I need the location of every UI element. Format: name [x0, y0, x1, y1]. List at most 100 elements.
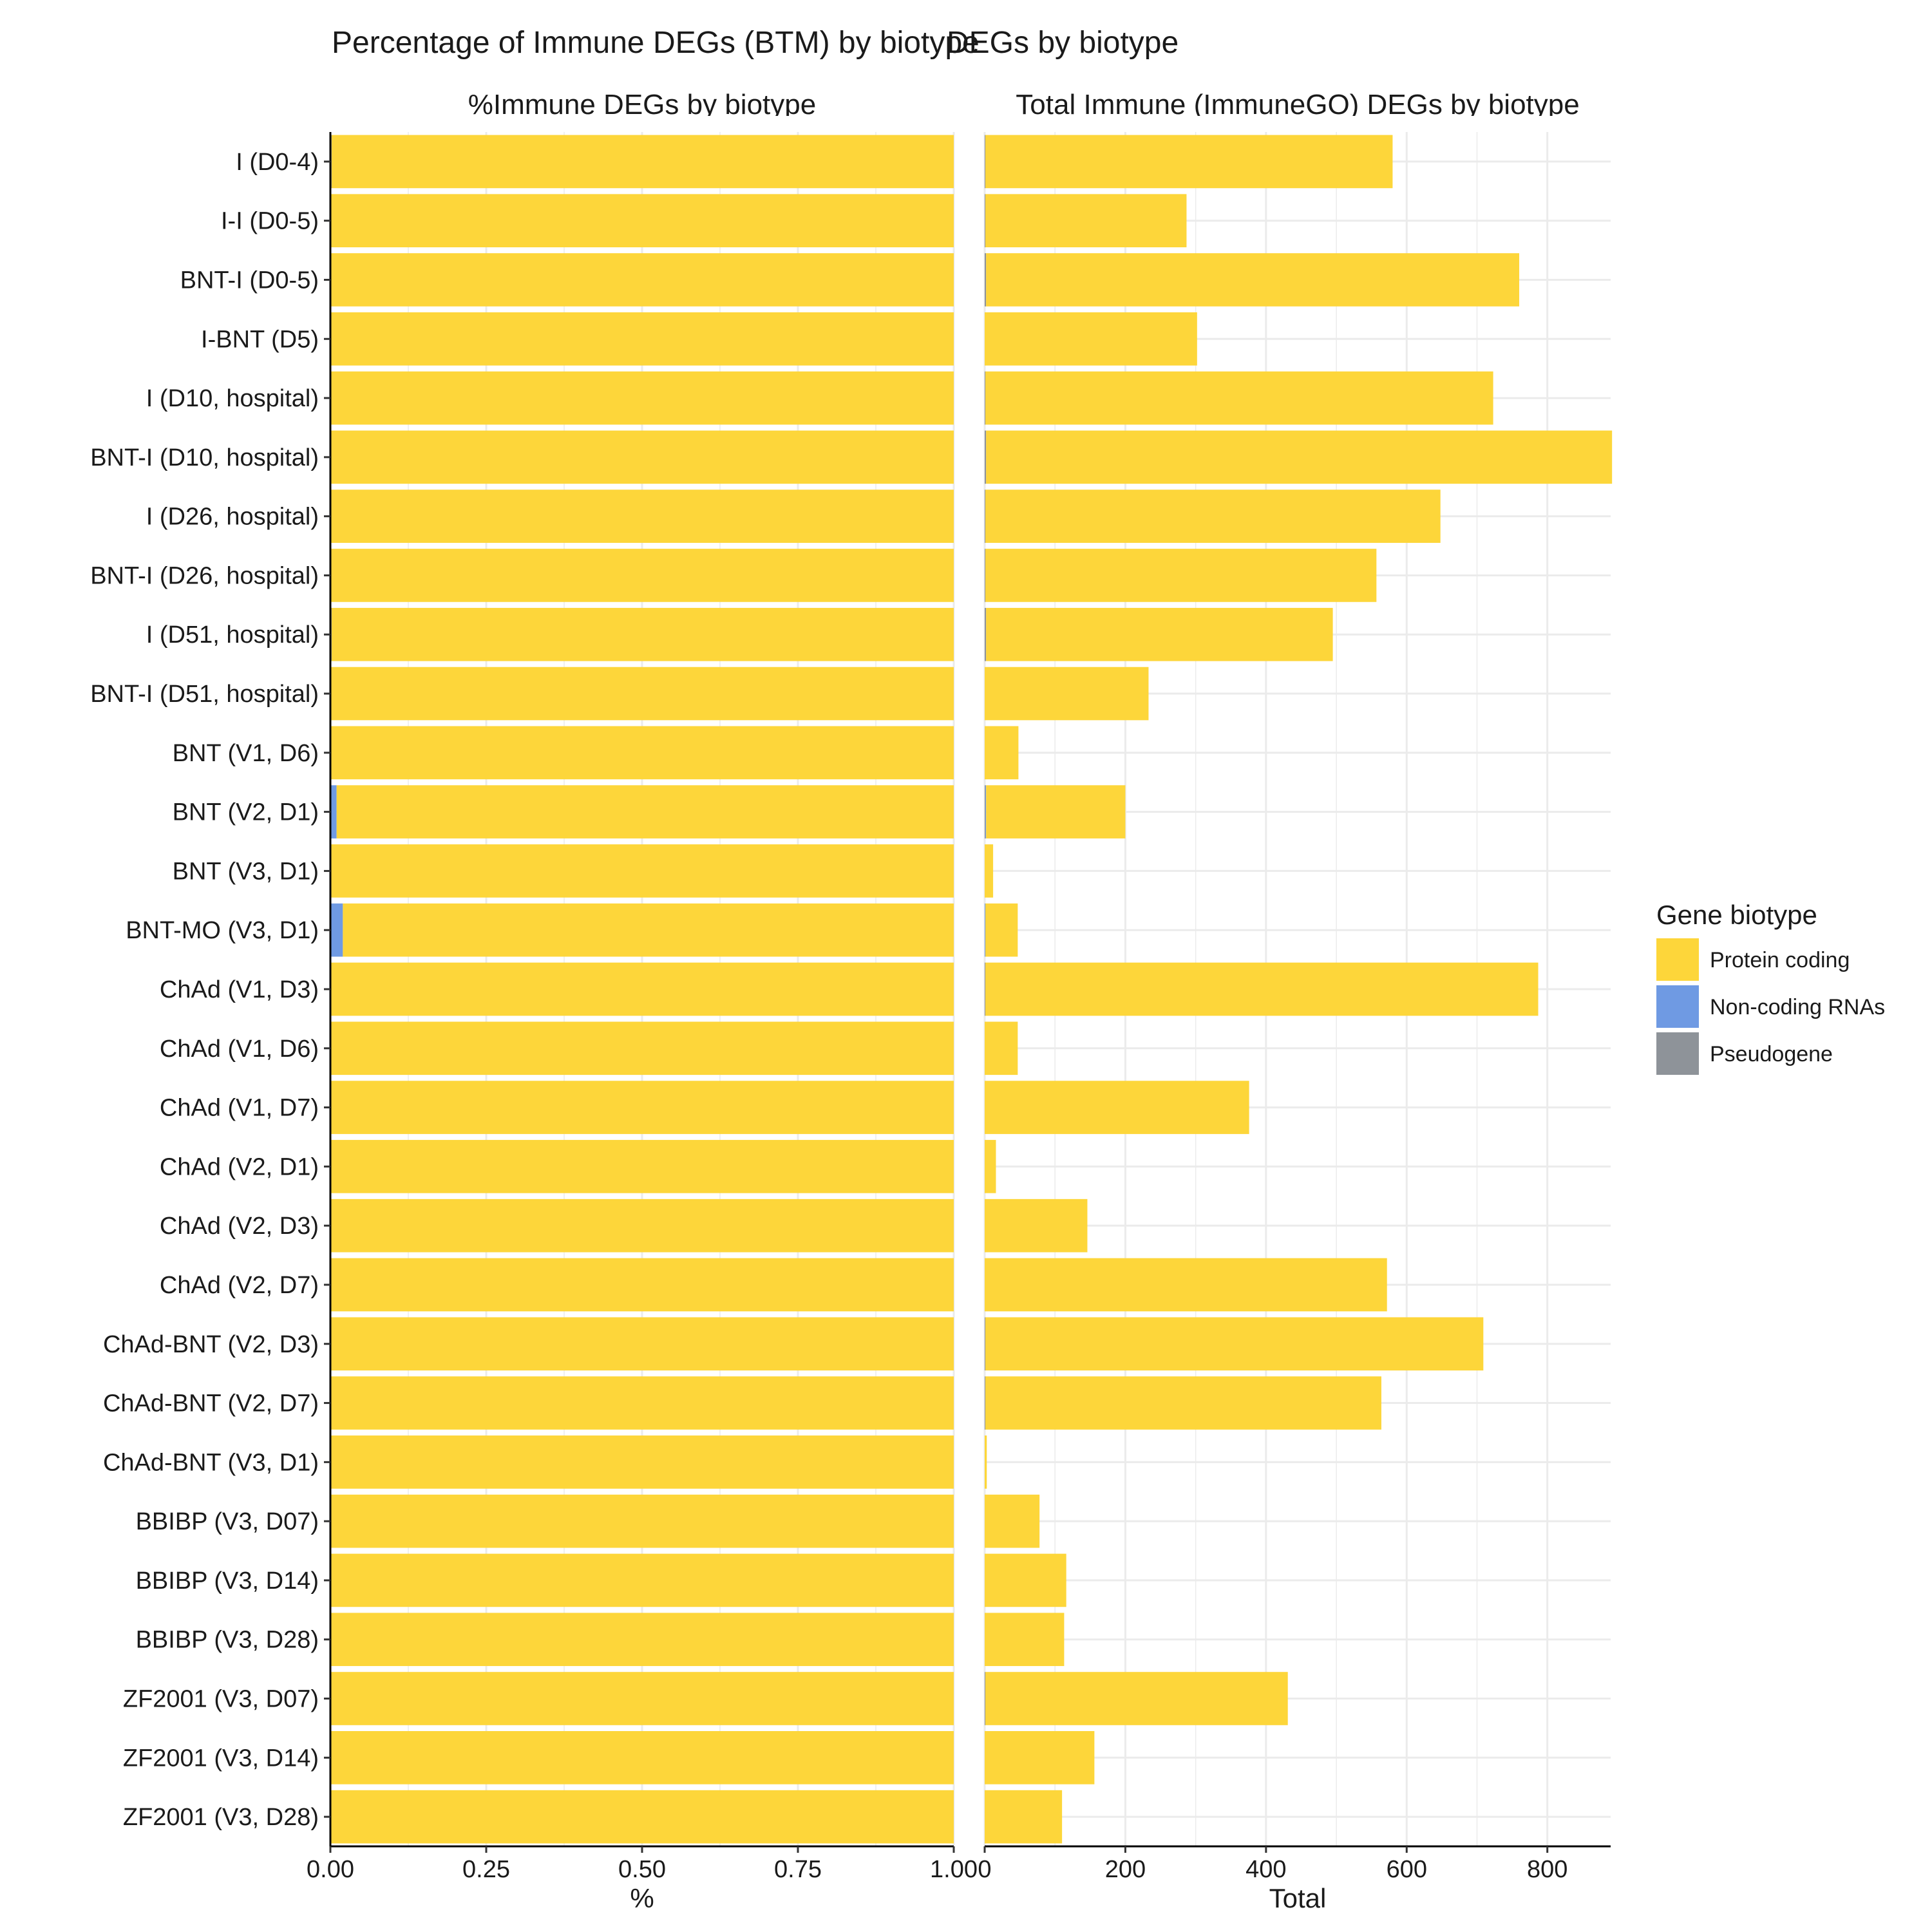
legend: Gene biotype Protein coding Non-coding RN… — [1656, 900, 1885, 1075]
panel-percent-bar-protein-coding — [330, 1731, 954, 1785]
panel-percent-bar-protein-coding — [336, 785, 954, 838]
panel-total-bar-protein-coding — [985, 903, 1018, 957]
panel-total-bar-protein-coding — [985, 489, 1441, 543]
panel-total-x-tick-label: 400 — [1245, 1856, 1286, 1883]
figure-title-b: DEGs by biotype — [947, 26, 1179, 60]
panel-percent-bars — [330, 135, 954, 1844]
panel-total-bar-protein-coding — [985, 549, 1377, 602]
panel-percent-bar-protein-coding — [330, 430, 954, 484]
panel-total-x-ticks: 0 200 400 600 800 — [978, 1846, 1567, 1883]
y-tick-label: ChAd (V1, D7) — [160, 1095, 319, 1122]
y-tick-label: ChAd-BNT (V3, D1) — [103, 1449, 319, 1476]
legend-label: Pseudogene — [1710, 1042, 1833, 1066]
panel-percent-x-axis-title: % — [630, 1883, 654, 1913]
panel-percent-bar-protein-coding — [330, 1613, 954, 1667]
panel-percent-bar-protein-coding — [330, 1140, 954, 1193]
panel-total-bar-protein-coding — [985, 1376, 1381, 1430]
panel-total-bar-protein-coding — [985, 371, 1493, 425]
y-tick-label: BNT (V1, D6) — [173, 740, 319, 767]
y-tick-label: I-BNT (D5) — [201, 326, 319, 353]
y-tick-label: ChAd-BNT (V2, D7) — [103, 1390, 319, 1417]
panel-total-bar-protein-coding — [985, 135, 1393, 189]
figure-title-a: Percentage of Immune DEGs (BTM) by bioty… — [332, 26, 980, 60]
y-tick-label: BBIBP (V3, D07) — [136, 1508, 319, 1535]
y-tick-label: I-I (D0-5) — [221, 208, 319, 235]
panel-total-x-tick-label: 800 — [1527, 1856, 1567, 1883]
y-tick-label: I (D51, hospital) — [146, 621, 319, 649]
y-tick-label: BBIBP (V3, D14) — [136, 1567, 319, 1595]
panel-total-bar-protein-coding — [986, 253, 1520, 307]
panel-total-bar-pseudogene — [985, 607, 987, 661]
legend-label: Non-coding RNAs — [1710, 995, 1885, 1019]
panel-total-bar-pseudogene — [985, 253, 987, 307]
panel-total-title: Total Immune (ImmuneGO) DEGs by biotype — [1016, 89, 1579, 120]
panel-total-x-tick-label: 0 — [978, 1856, 991, 1883]
panel-percent-bar-non-coding-rnas — [330, 785, 337, 838]
panel-total-bar-pseudogene — [985, 430, 987, 484]
panel-percent-bar-protein-coding — [330, 667, 954, 721]
panel-total-bar-protein-coding — [985, 1672, 1288, 1725]
legend-key-protein-coding — [1656, 938, 1699, 981]
panel-total-bar-protein-coding — [985, 1258, 1387, 1312]
panel-percent-bar-protein-coding — [330, 312, 954, 366]
panel-percent-bar-protein-coding — [330, 1198, 954, 1253]
panel-percent-bar-protein-coding — [330, 1553, 954, 1607]
y-tick-label: ZF2001 (V3, D28) — [123, 1804, 319, 1831]
y-tick-label: ChAd (V1, D6) — [160, 1036, 319, 1063]
panel-percent-x-tick-label: 0.50 — [618, 1856, 666, 1883]
panel-total-bar-protein-coding — [985, 1790, 1063, 1844]
y-tick-label: BNT-I (D0-5) — [180, 267, 319, 294]
panel-total-bar-protein-coding — [985, 667, 1149, 721]
panel-total-bar-protein-coding — [986, 607, 1333, 661]
panel-percent-bar-protein-coding — [330, 1376, 954, 1430]
panel-total-bar-protein-coding — [985, 726, 1019, 780]
panel-total-bars — [985, 135, 1613, 1844]
panel-percent-title: %Immune DEGs by biotype — [468, 89, 816, 120]
y-tick-label: BBIBP (V3, D28) — [136, 1627, 319, 1654]
panel-total-bar-protein-coding — [985, 1494, 1040, 1548]
panel-total-bar-protein-coding — [985, 844, 994, 898]
panel-total-bar-protein-coding — [985, 1081, 1249, 1134]
panel-percent-bar-protein-coding — [330, 1081, 954, 1134]
y-tick-label: BNT (V2, D1) — [173, 799, 319, 826]
panel-percent-x-tick-label: 0.25 — [462, 1856, 510, 1883]
panel-percent-bar-protein-coding — [330, 489, 954, 543]
y-tick-label: ChAd (V2, D7) — [160, 1272, 319, 1299]
panel-percent-bar-protein-coding — [330, 253, 954, 307]
panel-percent-bar-protein-coding — [330, 726, 954, 780]
panel-percent-bar-protein-coding — [330, 371, 954, 425]
legend-key-non-coding-rnas — [1656, 985, 1699, 1028]
panel-percent-bar-protein-coding — [330, 549, 954, 602]
legend-items: Protein coding Non-coding RNAs Pseudogene — [1656, 938, 1885, 1075]
y-tick-label: I (D26, hospital) — [146, 504, 319, 531]
panel-total-bar-protein-coding — [985, 1553, 1066, 1607]
y-tick-label: I (D0-4) — [236, 149, 319, 176]
y-tick-label: ZF2001 (V3, D14) — [123, 1745, 319, 1772]
panel-percent-bar-protein-coding — [331, 135, 954, 189]
panel-total-bar-protein-coding — [986, 785, 1126, 838]
y-tick-label: I (D10, hospital) — [146, 385, 319, 412]
y-tick-label: ChAd (V2, D3) — [160, 1213, 319, 1240]
panel-total-bar-protein-coding — [985, 1021, 1018, 1075]
legend-title: Gene biotype — [1656, 900, 1817, 930]
panel-percent-bar-protein-coding — [330, 194, 954, 247]
panel-total-bar-protein-coding — [985, 1140, 996, 1193]
panel-percent-bar-protein-coding — [330, 1021, 954, 1075]
y-tick-label: BNT-I (D51, hospital) — [90, 681, 319, 708]
panel-percent-x-tick-label: 1.00 — [930, 1856, 978, 1883]
panel-percent-bar-protein-coding — [330, 1494, 954, 1548]
legend-key-pseudogene — [1656, 1032, 1699, 1075]
panel-total-bar-protein-coding — [985, 1613, 1065, 1667]
y-tick-label: ChAd-BNT (V2, D3) — [103, 1331, 319, 1358]
panel-percent-x-tick-label: 0.00 — [307, 1856, 354, 1883]
panel-percent-x-tick-label: 0.75 — [774, 1856, 822, 1883]
panel-total-bar-non-coding-rnas — [985, 785, 987, 838]
panel-total-bar-protein-coding — [985, 962, 1539, 1016]
panel-percent: %Immune DEGs by biotype 0.00 0.25 0.50 0.75… — [90, 89, 978, 1913]
panel-percent-bar-protein-coding — [343, 903, 954, 957]
y-tick-label: BNT-I (D26, hospital) — [90, 562, 319, 589]
panel-percent-bar-non-coding-rnas — [330, 903, 343, 957]
panel-percent-x-ticks: 0.00 0.25 0.50 0.75 1.00 — [307, 1846, 978, 1883]
